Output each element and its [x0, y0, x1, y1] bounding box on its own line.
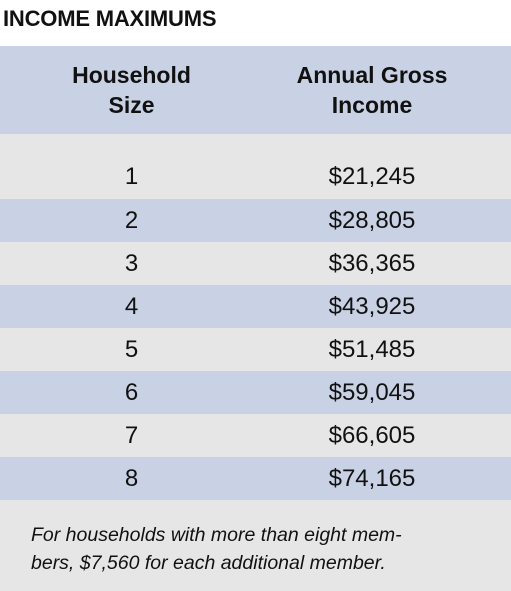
income-cell: $66,605: [328, 421, 416, 449]
table-row: 2 $28,805: [0, 199, 511, 242]
household-size-cell: 7: [124, 421, 139, 449]
table-row: 1 $21,245: [0, 155, 511, 199]
table-header-row: Household Size Annual Gross Income: [0, 46, 511, 134]
table-footnote: For households with more than eight mem-…: [0, 500, 511, 591]
income-cell: $21,245: [328, 163, 416, 190]
income-cell: $59,045: [328, 378, 416, 406]
household-size-cell: 8: [124, 464, 139, 492]
income-cell: $43,925: [328, 292, 416, 320]
table-row: 5 $51,485: [0, 328, 511, 371]
table-row: 7 $66,605: [0, 414, 511, 457]
income-cell: $36,365: [328, 249, 416, 277]
header-household-size: Household Size: [72, 62, 191, 118]
table-spacer: [0, 134, 511, 155]
page-title: INCOME MAXIMUMS: [3, 6, 217, 31]
income-cell: $28,805: [328, 206, 416, 234]
household-size-cell: 4: [124, 292, 139, 320]
income-table: Household Size Annual Gross Income 1 $21…: [0, 46, 511, 591]
table-row: 6 $59,045: [0, 371, 511, 414]
household-size-cell: 3: [124, 249, 139, 277]
household-size-cell: 2: [124, 206, 139, 234]
income-cell: $74,165: [328, 464, 416, 492]
household-size-cell: 1: [124, 163, 139, 190]
header-household-size-cell: Household Size: [0, 60, 263, 120]
footnote-line-1: For households with more than eight mem-: [31, 524, 402, 546]
header-annual-income: Annual Gross Income: [296, 62, 448, 118]
table-row: 8 $74,165: [0, 457, 511, 500]
household-size-cell: 6: [124, 378, 139, 406]
income-cell: $51,485: [328, 335, 416, 363]
household-size-cell: 5: [124, 335, 139, 363]
header-annual-income-cell: Annual Gross Income: [263, 60, 511, 120]
footnote-line-2: bers, $7,560 for each additional member.: [31, 552, 386, 574]
table-row: 3 $36,365: [0, 242, 511, 285]
table-row: 4 $43,925: [0, 285, 511, 328]
